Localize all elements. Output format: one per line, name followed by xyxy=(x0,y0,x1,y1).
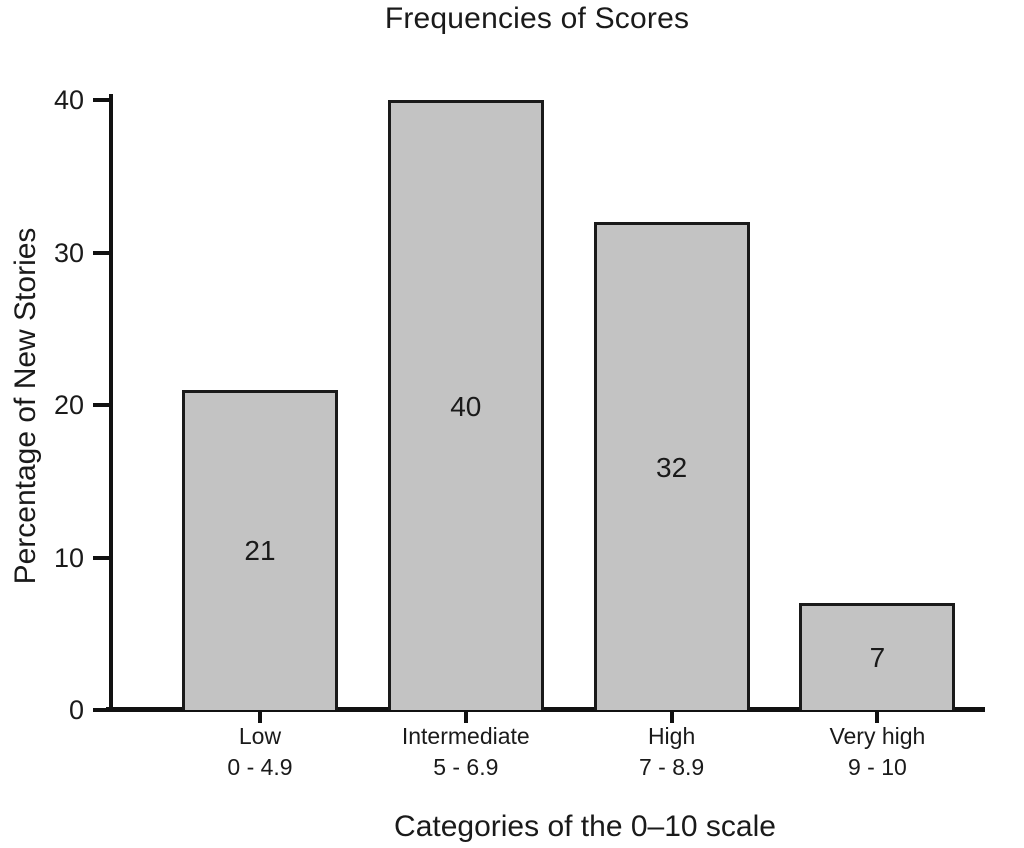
x-category-label: Low 0 - 4.9 xyxy=(155,721,365,783)
bar-value-label: 21 xyxy=(244,535,276,567)
x-tick-mark xyxy=(875,712,880,723)
x-category-label: Intermediate 5 - 6.9 xyxy=(361,721,571,783)
category-name: Very high xyxy=(829,723,926,749)
y-tick-label: 30 xyxy=(53,237,84,268)
y-tick-mark xyxy=(93,98,109,102)
category-name: Intermediate xyxy=(401,723,530,749)
bar: 21 xyxy=(182,389,338,710)
x-axis-title: Categories of the 0–10 scale xyxy=(394,810,776,843)
y-tick-label: 20 xyxy=(53,390,84,420)
category-name: High xyxy=(647,723,696,749)
x-tick-mark xyxy=(258,712,262,723)
y-tick-label: 10 xyxy=(53,542,84,573)
x-category-label: High 7 - 8.9 xyxy=(567,721,777,783)
category-range: 7 - 8.9 xyxy=(638,754,705,780)
x-axis-line xyxy=(106,707,985,712)
y-tick-label: 40 xyxy=(53,85,84,115)
y-tick-mark xyxy=(93,403,109,407)
bar-value-label: 40 xyxy=(450,390,482,422)
plot-area: 0 10 20 30 40 21 40 32 7 Low 0 - 4.9 Intermediate… xyxy=(54,85,985,780)
y-tick-mark xyxy=(93,708,109,712)
y-tick-mark xyxy=(93,555,109,560)
bar-value-label: 32 xyxy=(656,451,688,483)
bar: 7 xyxy=(799,603,956,710)
category-range: 0 - 4.9 xyxy=(227,754,293,780)
bar: 32 xyxy=(593,222,750,710)
x-tick-mark xyxy=(463,712,468,723)
y-tick-label: 0 xyxy=(68,695,84,725)
y-axis-line xyxy=(109,94,113,712)
category-range: 5 - 6.9 xyxy=(433,754,499,780)
bar-value-label: 7 xyxy=(869,642,886,674)
chart-title: Frequencies of Scores xyxy=(384,2,690,35)
x-category-label: Very high 9 - 10 xyxy=(772,721,982,783)
x-tick-mark xyxy=(669,712,674,723)
y-tick-mark xyxy=(93,250,109,255)
category-range: 9 - 10 xyxy=(847,754,907,780)
bar: 40 xyxy=(387,100,544,710)
category-name: Low xyxy=(238,723,282,749)
